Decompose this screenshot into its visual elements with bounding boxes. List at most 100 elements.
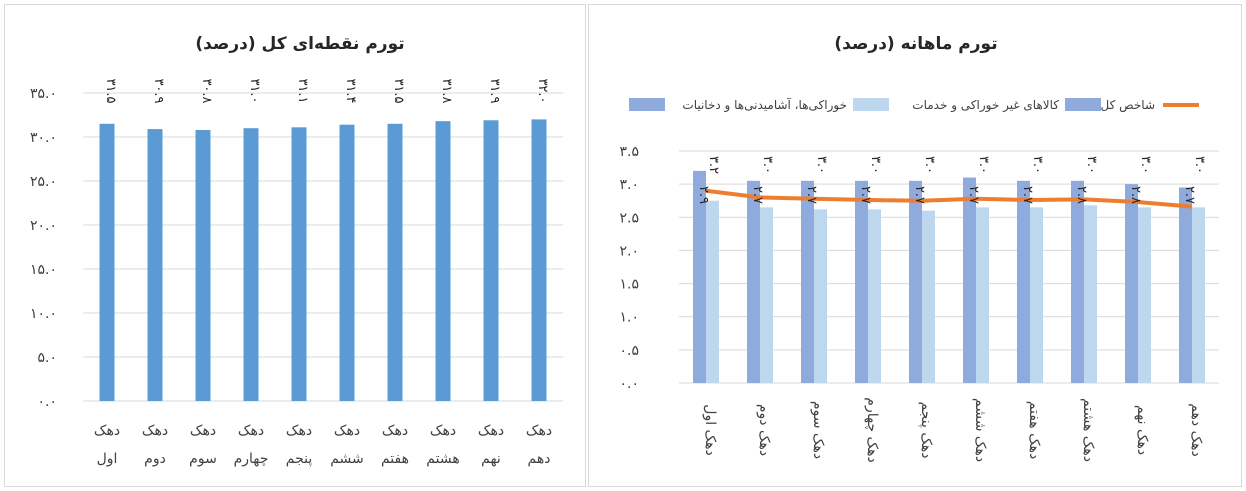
category-label: دهک چهارم	[864, 397, 880, 462]
data-label-mid: ۲.۷	[1182, 186, 1197, 204]
category-label: چهارم	[234, 451, 269, 467]
bar	[147, 129, 163, 401]
data-label-top: ۳.۰	[1030, 156, 1045, 174]
bar-nonfood	[1017, 180, 1030, 383]
data-label-top: ۳.۰	[760, 156, 775, 174]
data-label: ۳۱.۰	[247, 78, 262, 103]
bar-nonfood	[855, 180, 868, 383]
category-label: هفتم	[381, 451, 409, 467]
y-tick-label: ۱.۵	[620, 277, 640, 293]
bar-food	[976, 207, 989, 383]
category-label: هشتم	[426, 451, 459, 467]
category-label: پنجم	[286, 451, 313, 467]
bar-food	[814, 209, 827, 383]
y-tick-label: ۰.۰	[38, 394, 58, 410]
data-label-top: ۳.۰	[1192, 156, 1207, 174]
category-label: دوم	[144, 451, 166, 467]
y-tick-label: ۰.۵	[620, 343, 640, 359]
bar-nonfood	[1179, 187, 1192, 383]
bar-food	[706, 200, 719, 383]
data-label: ۳۱.۹	[487, 78, 502, 103]
bar	[243, 128, 259, 401]
data-label-mid: ۲.۷	[750, 186, 765, 204]
category-label: دهک ششم	[972, 398, 988, 462]
bar	[99, 123, 115, 402]
bar	[483, 120, 499, 401]
y-tick-label: ۵.۰	[38, 350, 58, 366]
category-label: دهک پنجم	[918, 401, 934, 458]
data-label: ۳۱.۱	[295, 78, 310, 103]
data-label: ۳۱.۸	[439, 78, 454, 103]
data-label-top: ۳.۰	[922, 156, 937, 174]
point-inflation-chart: تورم نقطه‌ای کل (درصد) ۰.۰ ۵.۰ ۱۰.۰ ۱۵.۰ ۲۰.…	[30, 34, 563, 467]
data-label-mid: ۲.۷	[966, 186, 981, 204]
data-label: ۳۲.۰	[535, 78, 550, 103]
bar-nonfood	[1125, 184, 1138, 383]
bar-nonfood	[693, 170, 706, 383]
bar-nonfood	[909, 180, 922, 383]
data-label-top: ۳.۰	[814, 156, 829, 174]
y-tick-label: ۱۵.۰	[30, 262, 57, 278]
legend-label: خوراکی‌ها، آشامیدنی‌ها و دخانیات	[682, 97, 847, 113]
data-label-top: ۳.۰	[868, 156, 883, 174]
bar-food	[1030, 207, 1043, 383]
category-label: دهک	[526, 423, 552, 439]
category-label: دهک	[142, 423, 168, 439]
legend-swatch	[1065, 98, 1101, 111]
y-tick-label: ۳.۰	[620, 177, 640, 193]
point-inflation-chart-panel: تورم نقطه‌ای کل (درصد) ۰.۰ ۵.۰ ۱۰.۰ ۱۵.۰ ۲۰.…	[4, 4, 586, 487]
data-label: ۳۰.۸	[199, 78, 214, 103]
category-label: دهک	[382, 423, 408, 439]
category-label: دهک نهم	[1134, 405, 1150, 455]
bar-food	[1138, 207, 1151, 383]
data-label-mid: ۲.۹	[696, 186, 711, 204]
data-label-top: ۳.۲	[706, 156, 721, 174]
category-label: دهک دوم	[756, 404, 772, 456]
y-tick-label: ۰.۰	[620, 376, 640, 392]
category-label: سوم	[189, 451, 217, 467]
y-tick-label: ۳۰.۰	[30, 130, 57, 146]
data-label-top: ۳.۰	[976, 156, 991, 174]
legend-swatch	[853, 98, 889, 111]
bar-food	[1084, 205, 1097, 383]
bar-food	[760, 207, 773, 383]
y-tick-label: ۲.۵	[620, 210, 640, 226]
data-label: ۳۱.۵	[103, 78, 118, 103]
point-inflation-chart-title: تورم نقطه‌ای کل (درصد)	[195, 34, 404, 54]
y-tick-label: ۳.۵	[620, 144, 640, 160]
bar-nonfood	[963, 177, 976, 383]
category-label: دهک	[238, 423, 264, 439]
monthly-inflation-chart-title: تورم ماهانه (درصد)	[834, 34, 997, 54]
category-label: دهک هفتم	[1026, 401, 1042, 460]
category-label: دهک	[430, 423, 456, 439]
monthly-inflation-chart: تورم ماهانه (درصد) شاخص کل کالاهای غیر خو…	[620, 34, 1219, 463]
data-label-mid: ۲.۷	[858, 186, 873, 204]
bar-nonfood	[1071, 180, 1084, 383]
data-label-mid: ۲.۸	[1128, 186, 1143, 204]
data-label-mid: ۲.۷	[1020, 186, 1035, 204]
monthly-inflation-chart-panel: تورم ماهانه (درصد) شاخص کل کالاهای غیر خو…	[588, 4, 1242, 487]
y-tick-label: ۲۰.۰	[30, 218, 57, 234]
category-label: دهک سوم	[810, 401, 826, 459]
y-tick-label: ۱.۰	[620, 310, 640, 326]
category-label: دهک	[478, 423, 504, 439]
bar	[291, 127, 307, 401]
bar	[435, 121, 451, 401]
y-tick-label: ۳۵.۰	[30, 86, 57, 102]
category-label: دهک	[334, 423, 360, 439]
category-label: دهک	[286, 423, 312, 439]
category-label: دهم	[528, 451, 551, 467]
bar	[195, 129, 211, 401]
data-label: ۳۱.۵	[391, 78, 406, 103]
category-label: دهک دهم	[1188, 403, 1204, 457]
y-tick-label: ۱۰.۰	[30, 306, 57, 322]
legend-label: کالاهای غیر خوراکی و خدمات	[912, 98, 1059, 113]
total-index-line	[705, 188, 1193, 209]
bar-nonfood	[747, 180, 760, 383]
bar	[339, 124, 355, 402]
bar-nonfood	[801, 180, 814, 383]
bar	[531, 119, 547, 402]
data-label-mid: ۲.۸	[1074, 186, 1089, 204]
category-label: اول	[97, 451, 118, 467]
category-label: ششم	[330, 451, 364, 467]
